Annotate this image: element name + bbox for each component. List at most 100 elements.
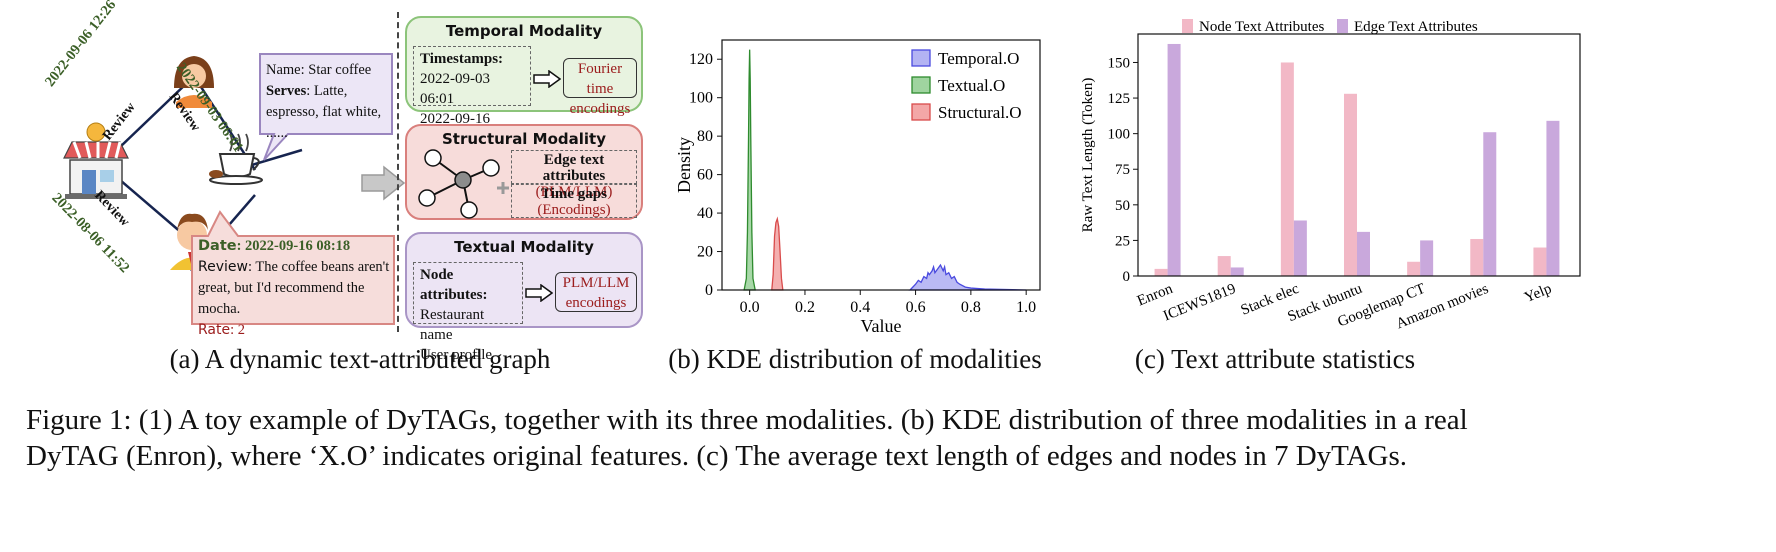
bar-plot-frame	[1137, 33, 1581, 277]
kde-legend-label: Structural.O	[938, 103, 1022, 122]
kde-legend-swatch	[911, 49, 931, 67]
panel-a-separator	[397, 12, 399, 332]
kde-legend-swatch	[911, 76, 931, 94]
time-gaps-box: Time gaps (Encodings)	[511, 184, 637, 218]
kde-x-axis-title: Value	[861, 316, 902, 336]
bar-category-label: Yelp	[1522, 281, 1554, 306]
textual-arrow-icon	[525, 284, 553, 302]
bar-node-enron	[1154, 268, 1168, 276]
bar-y-axis-title: Raw Text Length (Token)	[1080, 78, 1096, 233]
timestamps-box: Timestamps: 2022-09-03 06:01 2022-09-16 …	[413, 46, 531, 147]
review-text-label: Review	[198, 259, 248, 275]
review-text-l2: great, but I'd recommend the	[198, 280, 365, 296]
review-rate-label: Rate	[198, 322, 231, 338]
coffee-cup-icon	[209, 133, 263, 185]
restaurant-serves-line2: espresso, flat white,	[266, 104, 382, 120]
graph-structure-icon	[418, 149, 509, 219]
time-gaps-label: Time gaps	[541, 186, 607, 202]
kde-area-structural-o	[771, 216, 784, 291]
edge-text-attributes-value: (PLM/LLM)	[535, 184, 613, 200]
node-attribute-2: User profile	[420, 347, 493, 363]
bar-category-label: ICEWS1819	[1161, 281, 1238, 325]
restaurant-name-value: : Star coffee	[300, 62, 372, 78]
kde-ytick-label: 80	[697, 128, 713, 145]
bar-category-label: Enron	[1135, 281, 1175, 310]
bar-node-stack-ubuntu	[1344, 93, 1357, 276]
review-bubble: Date: 2022-09-16 08:18 Review: The coffe…	[192, 232, 396, 345]
bar-legend-swatch	[1182, 19, 1193, 33]
bar-edge-googlemap-ct	[1420, 240, 1434, 276]
kde-area-temporal-o	[908, 263, 1027, 291]
temporal-modality-box: Temporal Modality Timestamps: 2022-09-03…	[405, 16, 643, 147]
subcaption-c: (c) Text attribute statistics	[1134, 344, 1416, 374]
review-bubble-shape	[191, 210, 395, 325]
restaurant-name-label: Name	[266, 62, 301, 78]
edge-restaurant-user1	[119, 81, 189, 148]
figure-caption-line2: DyTAG (Enron), where ‘X.O’ indicates ori…	[26, 440, 1407, 472]
kde-legend-swatch	[911, 103, 931, 121]
fourier-encoding-l1: Fourier time	[577, 61, 623, 97]
kde-y-axis-title: Density	[674, 137, 694, 193]
review-date-value: : 2022-09-16 08:18	[236, 238, 351, 254]
bar-ytick-label: 0	[1123, 269, 1131, 285]
kde-ytick-label: 20	[697, 244, 713, 261]
restaurant-serves-line3: ......	[266, 125, 288, 141]
kde-xtick-label: 0.0	[740, 299, 760, 316]
kde-chart: 0.0 0.2 0.4 0.6 0.8 1.0 0 20 40 60 80 100 120 Value De…	[674, 39, 1041, 336]
graph-edges-svg	[63, 56, 303, 271]
plm-llm-encoding-scroll: PLM/LLM encodings	[555, 272, 637, 312]
edge-text-attributes-label: Edge text attributes	[542, 152, 606, 184]
kde-xtick-label: 0.4	[850, 299, 870, 316]
bar-ytick-label: 100	[1108, 127, 1131, 143]
bar-ytick-label: 150	[1108, 55, 1131, 71]
kde-area-textual-o	[743, 49, 756, 291]
bar-node-stack-elec	[1280, 62, 1294, 277]
time-gaps-value: (Encodings)	[537, 202, 611, 218]
figure-caption-line1: Figure 1: (1) A toy example of DyTAGs, t…	[26, 404, 1468, 436]
node-attributes-label: Node attributes:	[420, 267, 488, 303]
node-attributes-box: Node attributes: Restaurant name User pr…	[413, 262, 523, 363]
review-rate-value: : 2	[230, 322, 246, 338]
bar-node-googlemap-ct	[1407, 261, 1421, 276]
edge-text-attributes-box: Edge text attributes (PLM/LLM)	[511, 150, 637, 200]
kde-legend-label: Textual.O	[938, 76, 1005, 95]
restaurant-serves-label: Serves	[266, 83, 307, 99]
bar-ytick-label: 75	[1115, 162, 1130, 178]
bar-legend-label: Edge Text Attributes	[1354, 19, 1478, 35]
timestamp-1: 2022-09-03 06:01	[420, 71, 490, 107]
temporal-modality-title: Temporal Modality	[445, 22, 603, 40]
fourier-encoding-scroll: Fourier time encodings	[563, 58, 637, 117]
user-woman-icon	[174, 56, 214, 108]
kde-ytick-label: 120	[689, 51, 713, 68]
bar-edge-enron	[1167, 43, 1181, 276]
kde-plot-frame	[721, 39, 1041, 291]
bar-legend-label: Node Text Attributes	[1199, 19, 1324, 35]
fourier-encoding-l2: encodings	[569, 101, 631, 117]
subcaption-b: (b) KDE distribution of modalities	[668, 344, 1042, 374]
subcaption-a: (a) A dynamic text-attributed graph	[169, 344, 551, 374]
review-text-l1: : The coffee beans aren't	[247, 259, 390, 275]
review-text-l3: mocha.	[198, 301, 241, 317]
temporal-arrow-icon	[533, 70, 561, 88]
kde-ytick-label: 0	[705, 282, 713, 299]
bar-ytick-label: 125	[1108, 91, 1131, 107]
bar-legend-swatch	[1337, 19, 1348, 33]
bar-ytick-label: 25	[1115, 233, 1130, 249]
textual-modality-box: Textual Modality Node attributes: Restau…	[405, 232, 643, 363]
kde-ytick-label: 60	[697, 167, 713, 184]
restaurant-bubble-shape	[259, 53, 393, 161]
structural-modality-title: Structural Modality	[442, 130, 606, 148]
arrow-right-icon	[361, 165, 406, 201]
plm-llm-encoding-l1: PLM/LLM	[562, 275, 630, 291]
timestamps-label: Timestamps:	[420, 51, 504, 67]
kde-xtick-label: 0.6	[906, 299, 926, 316]
bar-node-amazon-movies	[1470, 238, 1484, 276]
kde-xtick-label: 0.2	[795, 299, 815, 316]
bar-edge-yelp	[1546, 120, 1560, 276]
kde-ytick-label: 100	[689, 90, 713, 107]
structural-modality-box: Structural Modality Edge text attributes…	[405, 124, 643, 220]
node-attribute-1: Restaurant name	[420, 307, 485, 343]
bar-node-yelp	[1533, 247, 1547, 276]
kde-legend-label: Temporal.O	[938, 49, 1019, 68]
